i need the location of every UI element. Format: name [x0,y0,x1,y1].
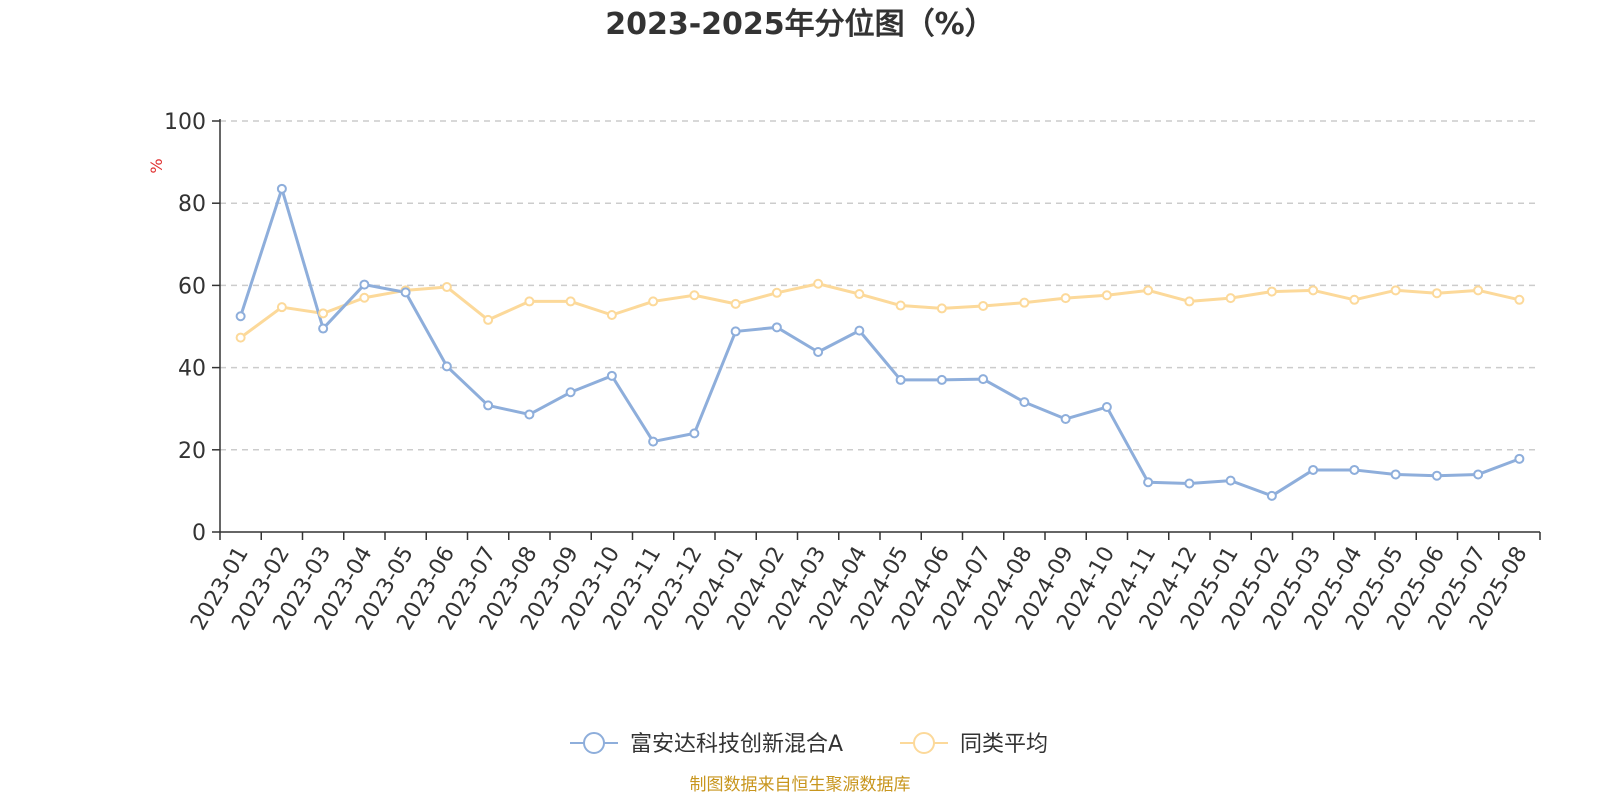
data-point[interactable] [771,322,782,333]
series-line-1 [239,187,1520,498]
data-point[interactable] [276,183,287,194]
data-point[interactable] [978,374,989,385]
legend-marker [913,732,935,754]
data-point[interactable] [1060,293,1071,304]
data-point[interactable] [730,298,741,309]
data-point[interactable] [1060,413,1071,424]
data-point[interactable] [1101,402,1112,413]
data-point[interactable] [1019,297,1030,308]
data-point[interactable] [689,428,700,439]
data-point[interactable] [606,370,617,381]
chart-title: 2023-2025年分位图（%） [605,7,995,42]
data-point[interactable] [813,346,824,357]
y-axis-unit-label: % [147,158,166,173]
data-point[interactable] [648,436,659,447]
data-point[interactable] [441,282,452,293]
data-point[interactable] [854,325,865,336]
data-point[interactable] [730,326,741,337]
data-point[interactable] [854,289,865,300]
data-point[interactable] [1266,490,1277,501]
data-point[interactable] [1184,296,1195,307]
y-tick-label: 0 [192,521,206,546]
series-line-2 [239,282,1520,339]
data-point[interactable] [1308,285,1319,296]
data-point[interactable] [1308,464,1319,475]
data-point[interactable] [1473,469,1484,480]
data-point[interactable] [978,300,989,311]
y-tick-label: 60 [178,274,206,299]
data-point[interactable] [235,311,246,322]
data-point[interactable] [1431,288,1442,299]
data-point[interactable] [936,303,947,314]
data-point[interactable] [441,361,452,372]
data-point[interactable] [400,287,411,298]
data-point[interactable] [318,308,329,319]
data-point[interactable] [1349,464,1360,475]
legend-item-1[interactable]: 富安达科技创新混合A [570,732,843,757]
data-point[interactable] [1184,478,1195,489]
data-point[interactable] [606,309,617,320]
axes: 0204060801002023-012023-022023-032023-04… [164,110,1541,635]
data-point[interactable] [483,314,494,325]
data-point[interactable] [1225,293,1236,304]
legend-label: 同类平均 [960,732,1048,757]
data-point[interactable] [1514,294,1525,305]
data-point[interactable] [895,300,906,311]
legend-item-2[interactable]: 同类平均 [900,732,1048,757]
y-tick-label: 20 [178,439,206,464]
data-point[interactable] [1431,470,1442,481]
data-point[interactable] [1143,285,1154,296]
data-point[interactable] [1019,397,1030,408]
y-tick-label: 40 [178,357,206,382]
data-point[interactable] [1473,285,1484,296]
data-point[interactable] [1390,469,1401,480]
legend-marker [583,732,605,754]
source-note: 制图数据来自恒生聚源数据库 [690,775,911,795]
data-point[interactable] [648,296,659,307]
legend[interactable]: 富安达科技创新混合A 同类平均 [570,732,1048,757]
y-tick-label: 100 [164,110,206,135]
data-point[interactable] [689,290,700,301]
data-point[interactable] [895,374,906,385]
data-point[interactable] [235,332,246,343]
data-point[interactable] [359,279,370,290]
data-point[interactable] [359,292,370,303]
data-point[interactable] [1143,477,1154,488]
data-point[interactable] [1349,294,1360,305]
data-point[interactable] [318,323,329,334]
y-tick-label: 80 [178,192,206,217]
data-point[interactable] [565,296,576,307]
legend-label: 富安达科技创新混合A [630,732,843,757]
data-point[interactable] [524,409,535,420]
data-point[interactable] [1101,290,1112,301]
data-point[interactable] [483,400,494,411]
data-point[interactable] [936,374,947,385]
data-point[interactable] [771,287,782,298]
series-layer [235,183,1525,501]
data-point[interactable] [276,302,287,313]
data-point[interactable] [1225,475,1236,486]
data-point[interactable] [1266,286,1277,297]
data-point[interactable] [1514,453,1525,464]
data-point[interactable] [1390,285,1401,296]
data-point[interactable] [524,296,535,307]
data-point[interactable] [565,387,576,398]
gridlines [220,120,1540,451]
data-point[interactable] [813,278,824,289]
